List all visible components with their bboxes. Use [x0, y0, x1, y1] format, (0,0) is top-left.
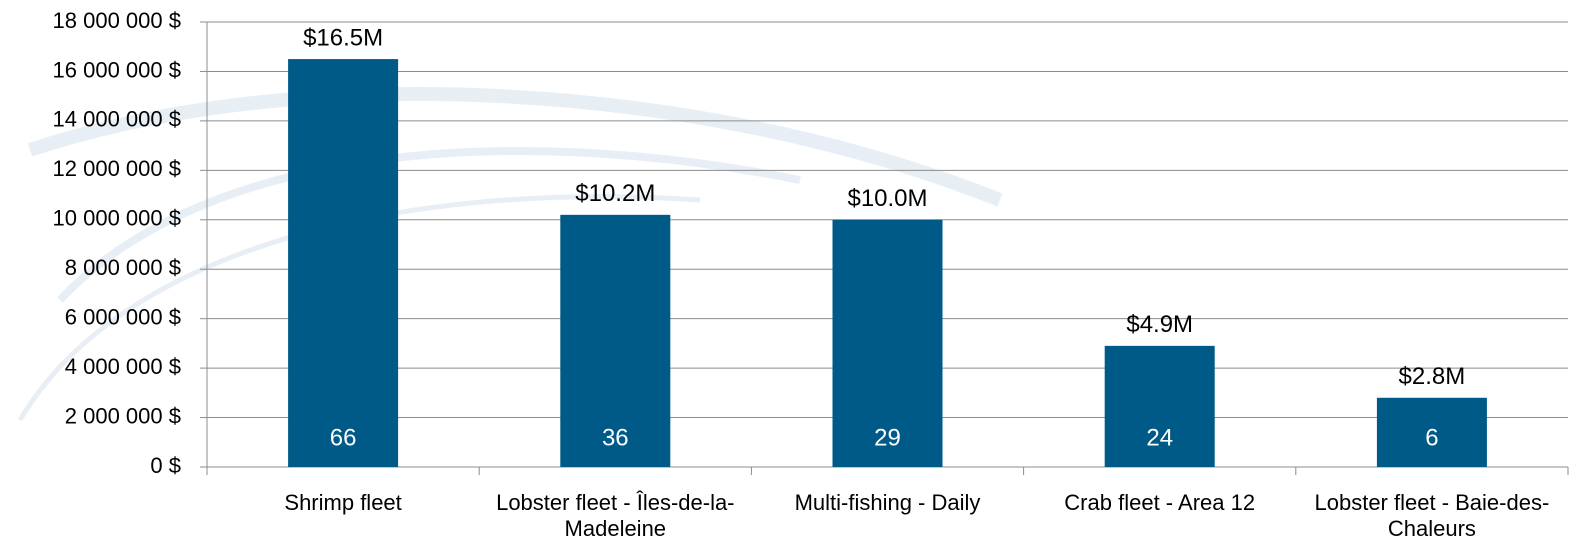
y-tick-label: 2 000 000 $ [65, 403, 181, 428]
y-tick-label: 14 000 000 $ [53, 107, 181, 132]
value-label: $4.9M [1126, 311, 1193, 338]
x-tick-label: Lobster fleet - Baie-des-Chaleurs [1314, 490, 1550, 541]
x-tick-label: Shrimp fleet [284, 490, 402, 515]
y-tick-label: 10 000 000 $ [53, 206, 181, 231]
x-tick-label: Crab fleet - Area 12 [1064, 490, 1256, 515]
y-tick-label: 16 000 000 $ [53, 57, 181, 82]
y-tick-label: 0 $ [150, 453, 181, 478]
y-tick-label: 6 000 000 $ [65, 304, 181, 329]
bar [288, 59, 399, 467]
bar [832, 219, 943, 467]
bar-count-label: 66 [330, 424, 357, 451]
y-tick-label: 4 000 000 $ [65, 354, 181, 379]
value-label: $2.8M [1399, 363, 1466, 390]
bar-count-label: 6 [1425, 424, 1438, 451]
bar-count-label: 29 [874, 424, 901, 451]
value-label: $16.5M [303, 24, 383, 51]
bar [1376, 397, 1487, 467]
bar [560, 214, 671, 467]
y-tick-label: 12 000 000 $ [53, 156, 181, 181]
value-label: $10.2M [575, 180, 655, 207]
y-tick-label: 8 000 000 $ [65, 255, 181, 280]
bar [1104, 345, 1215, 467]
x-tick-label: Multi-fishing - Daily [794, 490, 981, 515]
value-label: $10.0M [847, 185, 927, 212]
x-tick-label: Lobster fleet - Îles-de-la-Madeleine [496, 490, 735, 541]
bar-count-label: 24 [1146, 424, 1173, 451]
y-tick-label: 18 000 000 $ [53, 8, 181, 33]
bar-count-label: 36 [602, 424, 629, 451]
